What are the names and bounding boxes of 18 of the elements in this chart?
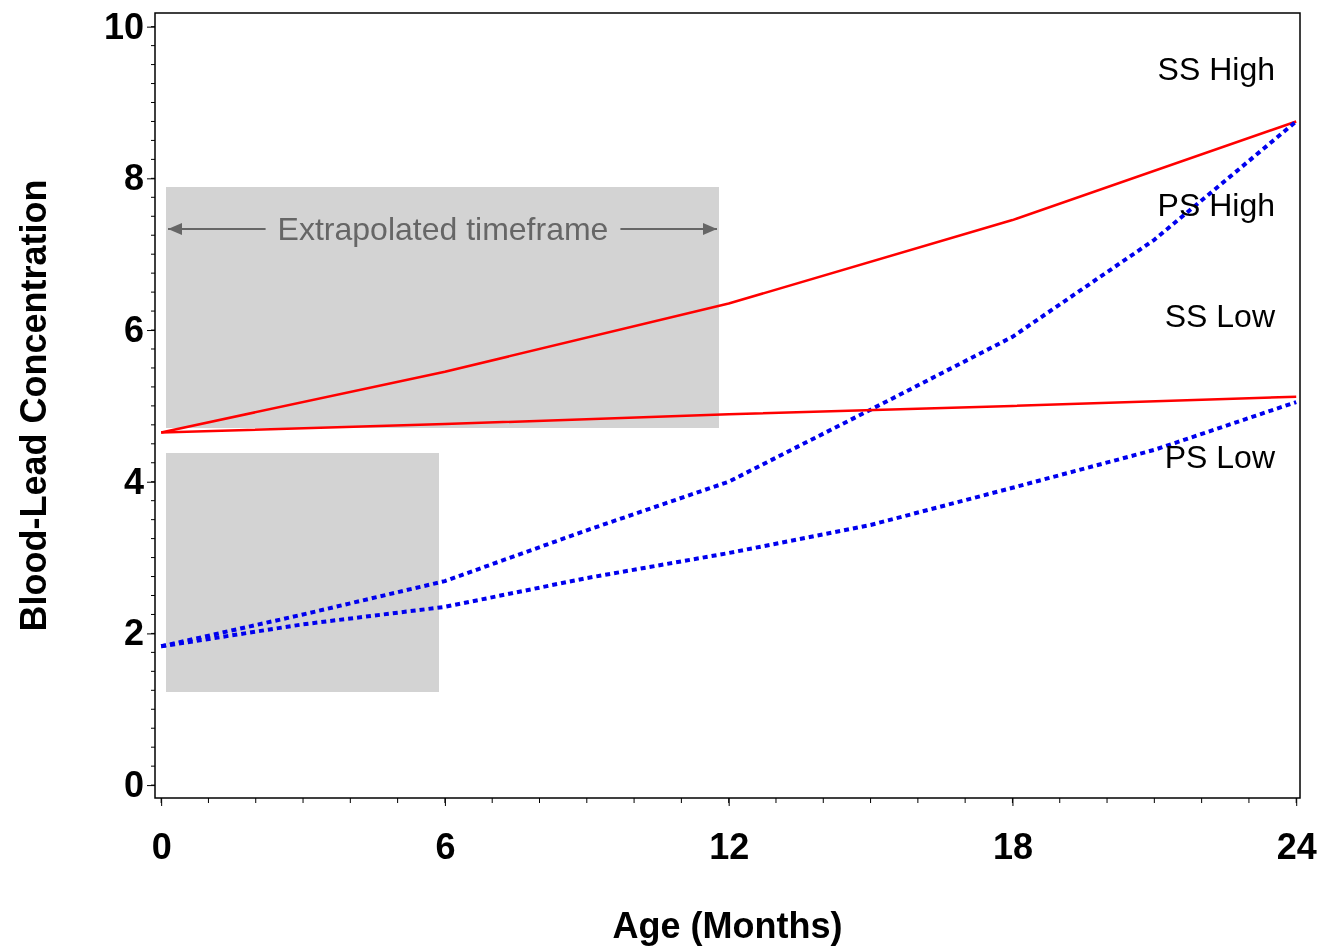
x-tick-label: 24 bbox=[1276, 826, 1317, 868]
y-tick-label: 4 bbox=[123, 460, 144, 502]
series-label: PS High bbox=[1157, 186, 1275, 223]
x-tick-label: 6 bbox=[435, 826, 456, 868]
y-tick-label: 8 bbox=[123, 157, 144, 199]
x-axis-title: Age (Months) bbox=[612, 905, 843, 946]
series-label: SS Low bbox=[1164, 298, 1276, 334]
series-label: SS High bbox=[1157, 50, 1275, 87]
y-tick-label: 0 bbox=[123, 764, 144, 806]
y-tick-label: 10 bbox=[103, 5, 144, 47]
series-label: PS Low bbox=[1164, 439, 1276, 476]
y-axis-title: Blood-Lead Concentration bbox=[13, 179, 54, 632]
annotation: Extrapolated timeframe bbox=[277, 211, 609, 247]
x-tick-label: 18 bbox=[992, 826, 1033, 868]
y-tick-label: 6 bbox=[123, 309, 144, 351]
y-tick-label: 2 bbox=[123, 612, 144, 654]
x-tick-label: 12 bbox=[709, 826, 750, 868]
x-tick-label: 0 bbox=[151, 826, 172, 868]
